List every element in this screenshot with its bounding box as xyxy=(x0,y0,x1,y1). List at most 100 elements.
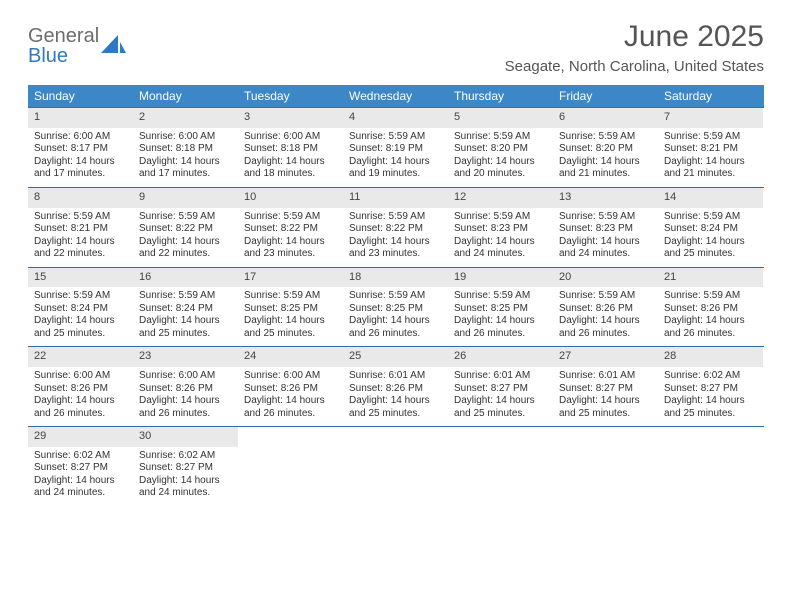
sunrise-label: Sunrise: xyxy=(559,131,598,142)
sunrise-line: Sunrise: 6:00 AM xyxy=(139,370,232,383)
daylight-label: Daylight: xyxy=(559,156,601,167)
sunrise-value: 6:00 AM xyxy=(283,131,320,142)
daylight-label: Daylight: xyxy=(244,395,286,406)
daylight-label: Daylight: xyxy=(139,315,181,326)
sunrise-line: Sunrise: 5:59 AM xyxy=(349,211,442,224)
sunrise-label: Sunrise: xyxy=(34,450,73,461)
day-cell: 24Sunrise: 6:00 AMSunset: 8:26 PMDayligh… xyxy=(238,347,343,426)
daylight-line: Daylight: 14 hours and 22 minutes. xyxy=(139,236,232,261)
day-content: Sunrise: 5:59 AMSunset: 8:23 PMDaylight:… xyxy=(454,211,547,261)
sunset-label: Sunset: xyxy=(559,223,596,234)
sunrise-value: 5:59 AM xyxy=(388,211,425,222)
day-header: Sunday xyxy=(28,85,133,107)
daylight-label: Daylight: xyxy=(349,315,391,326)
sunset-label: Sunset: xyxy=(244,223,281,234)
daylight-line: Daylight: 14 hours and 25 minutes. xyxy=(349,395,442,420)
sunrise-line: Sunrise: 5:59 AM xyxy=(559,290,652,303)
sunrise-line: Sunrise: 6:01 AM xyxy=(559,370,652,383)
sunrise-line: Sunrise: 5:59 AM xyxy=(454,211,547,224)
day-cell: 30Sunrise: 6:02 AMSunset: 8:27 PMDayligh… xyxy=(133,427,238,506)
sunrise-label: Sunrise: xyxy=(139,370,178,381)
daylight-label: Daylight: xyxy=(34,475,76,486)
sunset-line: Sunset: 8:22 PM xyxy=(349,223,442,236)
day-cell: 5Sunrise: 5:59 AMSunset: 8:20 PMDaylight… xyxy=(448,108,553,187)
daylight-label: Daylight: xyxy=(139,236,181,247)
header: General Blue June 2025 Seagate, North Ca… xyxy=(28,20,764,75)
sunrise-label: Sunrise: xyxy=(139,290,178,301)
day-content: Sunrise: 5:59 AMSunset: 8:26 PMDaylight:… xyxy=(559,290,652,340)
day-content: Sunrise: 5:59 AMSunset: 8:26 PMDaylight:… xyxy=(664,290,757,340)
sunrise-label: Sunrise: xyxy=(559,290,598,301)
sunrise-line: Sunrise: 6:01 AM xyxy=(349,370,442,383)
day-cell: 22Sunrise: 6:00 AMSunset: 8:26 PMDayligh… xyxy=(28,347,133,426)
sunset-label: Sunset: xyxy=(34,223,71,234)
daylight-label: Daylight: xyxy=(664,395,706,406)
day-content: Sunrise: 6:00 AMSunset: 8:17 PMDaylight:… xyxy=(34,131,127,181)
sunrise-label: Sunrise: xyxy=(244,290,283,301)
sunrise-label: Sunrise: xyxy=(139,131,178,142)
daylight-line: Daylight: 14 hours and 24 minutes. xyxy=(559,236,652,261)
sunset-label: Sunset: xyxy=(244,143,281,154)
sunset-label: Sunset: xyxy=(559,383,596,394)
sunset-label: Sunset: xyxy=(244,303,281,314)
sunrise-value: 5:59 AM xyxy=(283,290,320,301)
daylight-line: Daylight: 14 hours and 19 minutes. xyxy=(349,156,442,181)
sunset-value: 8:18 PM xyxy=(281,143,318,154)
sunrise-value: 5:59 AM xyxy=(703,211,740,222)
day-cell: 2Sunrise: 6:00 AMSunset: 8:18 PMDaylight… xyxy=(133,108,238,187)
sunset-line: Sunset: 8:25 PM xyxy=(349,303,442,316)
sunrise-label: Sunrise: xyxy=(34,131,73,142)
day-content: Sunrise: 5:59 AMSunset: 8:22 PMDaylight:… xyxy=(244,211,337,261)
day-number: 16 xyxy=(133,268,238,288)
daylight-label: Daylight: xyxy=(664,156,706,167)
sunrise-label: Sunrise: xyxy=(664,290,703,301)
sunset-label: Sunset: xyxy=(454,223,491,234)
day-cell: 29Sunrise: 6:02 AMSunset: 8:27 PMDayligh… xyxy=(28,427,133,506)
sunrise-line: Sunrise: 5:59 AM xyxy=(349,131,442,144)
daylight-label: Daylight: xyxy=(349,156,391,167)
sunrise-value: 6:02 AM xyxy=(73,450,110,461)
day-content: Sunrise: 6:02 AMSunset: 8:27 PMDaylight:… xyxy=(34,450,127,500)
sunset-value: 8:21 PM xyxy=(71,223,108,234)
day-cell: 20Sunrise: 5:59 AMSunset: 8:26 PMDayligh… xyxy=(553,268,658,347)
day-number: 29 xyxy=(28,427,133,447)
day-content: Sunrise: 6:00 AMSunset: 8:18 PMDaylight:… xyxy=(139,131,232,181)
sunrise-label: Sunrise: xyxy=(454,211,493,222)
sunset-line: Sunset: 8:26 PM xyxy=(349,383,442,396)
daylight-line: Daylight: 14 hours and 26 minutes. xyxy=(139,395,232,420)
daylight-line: Daylight: 14 hours and 23 minutes. xyxy=(244,236,337,261)
sunset-label: Sunset: xyxy=(34,383,71,394)
daylight-label: Daylight: xyxy=(139,156,181,167)
day-number: 7 xyxy=(658,108,763,128)
sunset-value: 8:18 PM xyxy=(176,143,213,154)
day-content: Sunrise: 5:59 AMSunset: 8:21 PMDaylight:… xyxy=(34,211,127,261)
day-content: Sunrise: 6:00 AMSunset: 8:26 PMDaylight:… xyxy=(244,370,337,420)
day-cell: 13Sunrise: 5:59 AMSunset: 8:23 PMDayligh… xyxy=(553,188,658,267)
day-cell: 25Sunrise: 6:01 AMSunset: 8:26 PMDayligh… xyxy=(343,347,448,426)
daylight-line: Daylight: 14 hours and 24 minutes. xyxy=(34,475,127,500)
sunrise-value: 5:59 AM xyxy=(598,211,635,222)
sunset-label: Sunset: xyxy=(34,303,71,314)
sunset-line: Sunset: 8:20 PM xyxy=(454,143,547,156)
sunset-label: Sunset: xyxy=(664,223,701,234)
sunset-value: 8:20 PM xyxy=(596,143,633,154)
sunrise-label: Sunrise: xyxy=(244,370,283,381)
sunrise-value: 5:59 AM xyxy=(283,211,320,222)
daylight-line: Daylight: 14 hours and 25 minutes. xyxy=(454,395,547,420)
day-number: 17 xyxy=(238,268,343,288)
daylight-line: Daylight: 14 hours and 21 minutes. xyxy=(664,156,757,181)
sunset-value: 8:25 PM xyxy=(281,303,318,314)
day-cell: 8 Sunrise: 5:59 AMSunset: 8:21 PMDaylight… xyxy=(28,188,133,267)
sunset-value: 8:27 PM xyxy=(71,462,108,473)
day-content: Sunrise: 6:00 AMSunset: 8:18 PMDaylight:… xyxy=(244,131,337,181)
day-number: 12 xyxy=(448,188,553,208)
day-number: 8 xyxy=(28,188,133,208)
sunset-label: Sunset: xyxy=(139,462,176,473)
day-content: Sunrise: 6:01 AMSunset: 8:27 PMDaylight:… xyxy=(559,370,652,420)
daylight-line: Daylight: 14 hours and 25 minutes. xyxy=(559,395,652,420)
sunset-line: Sunset: 8:17 PM xyxy=(34,143,127,156)
sunrise-line: Sunrise: 5:59 AM xyxy=(244,211,337,224)
sunrise-label: Sunrise: xyxy=(34,290,73,301)
sunrise-label: Sunrise: xyxy=(559,211,598,222)
sunrise-line: Sunrise: 6:00 AM xyxy=(139,131,232,144)
